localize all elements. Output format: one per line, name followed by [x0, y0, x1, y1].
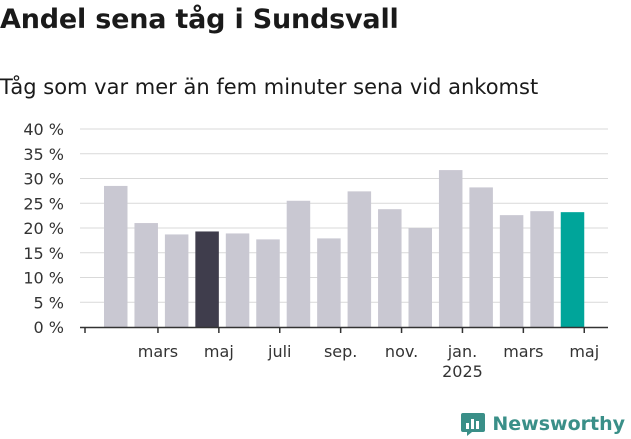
x-tick-label: juli	[267, 342, 291, 361]
x-tick-label: jan.	[447, 342, 477, 361]
bar	[530, 211, 554, 327]
grid-lines	[80, 128, 608, 303]
y-tick-label: 5 %	[34, 293, 64, 312]
x-tick-label: 2025	[442, 362, 483, 381]
bar	[195, 231, 219, 327]
x-tick-label: nov.	[385, 342, 418, 361]
y-tick-label: 35 %	[23, 145, 64, 164]
y-tick-label: 20 %	[23, 219, 64, 238]
y-tick-label: 40 %	[23, 120, 64, 139]
y-tick-label: 10 %	[23, 269, 64, 288]
chart-subtitle: Tåg som var mer än fem minuter sena vid …	[0, 75, 539, 99]
chart-title: Andel sena tåg i Sundsvall	[0, 4, 399, 35]
bar	[317, 238, 341, 327]
bar	[104, 185, 128, 327]
x-axis	[80, 326, 608, 333]
x-tick-label: maj	[569, 342, 599, 361]
bar	[134, 223, 158, 327]
y-tick-label: 15 %	[23, 244, 64, 263]
y-tick-label: 30 %	[23, 170, 64, 189]
x-tick-label: maj	[204, 342, 234, 361]
bar	[378, 209, 402, 327]
x-axis-labels: mars maj juli sep. nov. jan.2025 mars maj	[138, 342, 599, 381]
bar	[408, 228, 432, 327]
bar	[560, 212, 585, 327]
x-tick-label: mars	[503, 342, 543, 361]
bar	[499, 215, 524, 327]
bar	[438, 170, 463, 327]
y-tick-label: 0 %	[34, 318, 64, 337]
bar-chart-logo-icon	[461, 413, 486, 436]
bar	[286, 200, 311, 327]
bar	[256, 239, 280, 327]
y-tick-label: 25 %	[23, 194, 64, 213]
bar	[469, 187, 493, 327]
bar	[347, 191, 372, 327]
x-tick-label: mars	[138, 342, 178, 361]
x-tick-label: sep.	[324, 342, 357, 361]
brand-name: Newsworthy	[492, 413, 625, 435]
bar	[225, 233, 250, 327]
newsworthy-logo: Newsworthy	[460, 411, 625, 437]
y-axis-labels: 0 % 5 % 10 % 15 % 20 % 25 % 30 % 35 % 40 %	[23, 120, 64, 337]
bars	[104, 170, 585, 327]
bar	[164, 234, 189, 327]
